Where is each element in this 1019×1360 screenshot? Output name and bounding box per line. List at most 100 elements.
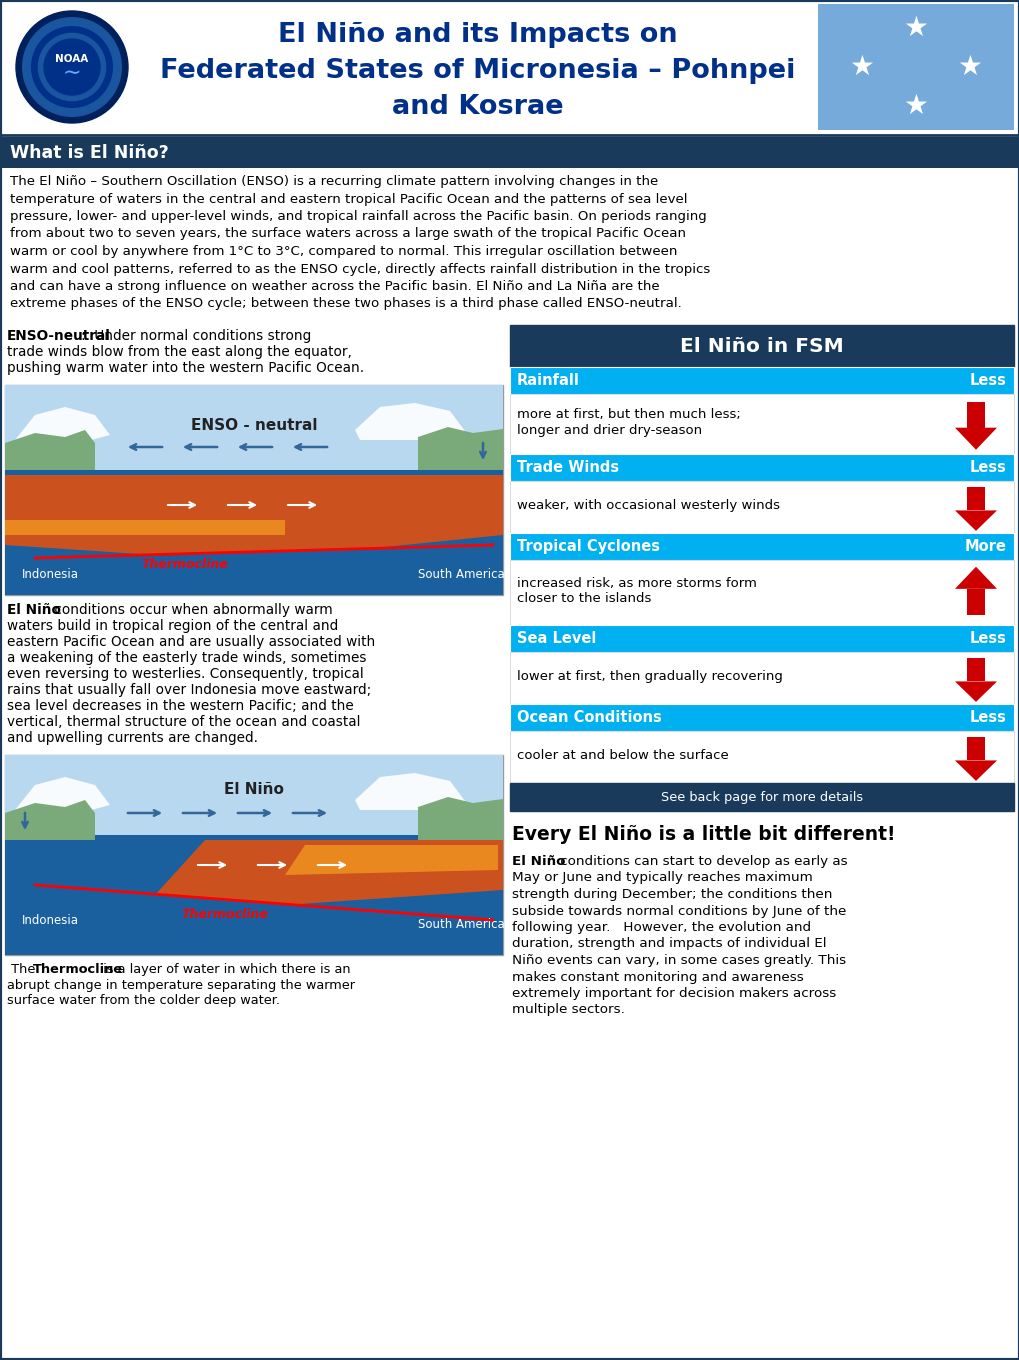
FancyBboxPatch shape [510,783,1013,811]
FancyBboxPatch shape [510,626,1013,651]
Text: Tropical Cyclones: Tropical Cyclones [517,539,659,554]
Polygon shape [954,760,996,781]
Text: Less: Less [969,373,1006,388]
Text: conditions occur when abnormally warm: conditions occur when abnormally warm [50,602,333,617]
Text: Indonesia: Indonesia [21,914,78,926]
Text: ENSO-neutral: ENSO-neutral [7,329,111,343]
Text: strength during December; the conditions then: strength during December; the conditions… [512,888,832,900]
FancyBboxPatch shape [510,394,1013,454]
Text: El Niño in FSM: El Niño in FSM [680,336,843,355]
Text: pressure, lower- and upper-level winds, and tropical rainfall across the Pacific: pressure, lower- and upper-level winds, … [10,209,706,223]
Text: Less: Less [969,710,1006,725]
Text: sea level decreases in the western Pacific; and the: sea level decreases in the western Pacif… [7,699,354,713]
Polygon shape [966,487,984,510]
FancyBboxPatch shape [5,755,502,955]
Text: duration, strength and impacts of individual El: duration, strength and impacts of indivi… [512,937,825,951]
Text: ★: ★ [903,14,927,42]
Text: waters build in tropical region of the central and: waters build in tropical region of the c… [7,619,338,632]
Polygon shape [966,737,984,760]
Text: and Kosrae: and Kosrae [391,94,564,120]
Text: trade winds blow from the east along the equator,: trade winds blow from the east along the… [7,345,352,359]
FancyBboxPatch shape [510,325,1013,367]
Polygon shape [15,407,110,443]
Polygon shape [954,567,996,589]
Text: Thermocline: Thermocline [181,908,268,922]
Text: cooler at and below the surface: cooler at and below the surface [517,749,728,762]
Text: warm or cool by anywhere from 1°C to 3°C, compared to normal. This irregular osc: warm or cool by anywhere from 1°C to 3°C… [10,245,677,258]
Text: The: The [7,963,40,976]
Polygon shape [5,430,95,471]
Text: El Niño and its Impacts on: El Niño and its Impacts on [278,22,678,48]
Text: ★: ★ [849,53,873,82]
FancyBboxPatch shape [0,137,1019,169]
Text: Ocean Conditions: Ocean Conditions [517,710,661,725]
FancyBboxPatch shape [510,732,1013,783]
Text: increased risk, as more storms form: increased risk, as more storms form [517,577,756,589]
Polygon shape [355,772,465,811]
Polygon shape [954,510,996,530]
Polygon shape [5,475,502,555]
Text: ★: ★ [957,53,981,82]
Text: warm and cool patterns, referred to as the ENSO cycle, directly affects rainfall: warm and cool patterns, referred to as t… [10,262,709,276]
Circle shape [16,11,127,122]
Polygon shape [954,681,996,702]
Text: Indonesia: Indonesia [21,568,78,582]
Text: extreme phases of the ENSO cycle; between these two phases is a third phase call: extreme phases of the ENSO cycle; betwee… [10,298,682,310]
Text: eastern Pacific Ocean and are usually associated with: eastern Pacific Ocean and are usually as… [7,635,375,649]
Text: and can have a strong influence on weather across the Pacific basin. El Niño and: and can have a strong influence on weath… [10,280,659,292]
Text: NOAA: NOAA [55,54,89,64]
Text: Every El Niño is a little bit different!: Every El Niño is a little bit different! [512,826,895,845]
Text: lower at first, then gradually recovering: lower at first, then gradually recoverin… [517,670,783,683]
Text: Rainfall: Rainfall [517,373,580,388]
Text: Federated States of Micronesia – Pohnpei: Federated States of Micronesia – Pohnpei [160,58,795,84]
Polygon shape [418,427,502,471]
Text: See back page for more details: See back page for more details [660,790,862,804]
Polygon shape [284,845,497,874]
Polygon shape [966,403,984,427]
Text: May or June and typically reaches maximum: May or June and typically reaches maximu… [512,872,812,884]
FancyBboxPatch shape [510,454,1013,481]
Text: vertical, thermal structure of the ocean and coastal: vertical, thermal structure of the ocean… [7,715,360,729]
FancyBboxPatch shape [5,755,502,835]
Text: ★: ★ [903,92,927,120]
Text: More: More [964,539,1006,554]
Text: El Niño: El Niño [224,782,283,797]
Text: is a layer of water in which there is an: is a layer of water in which there is an [99,963,351,976]
Text: from about two to seven years, the surface waters across a large swath of the tr: from about two to seven years, the surfa… [10,227,686,241]
Text: more at first, but then much less;: more at first, but then much less; [517,408,740,422]
Polygon shape [966,657,984,681]
Text: Thermocline: Thermocline [33,963,123,976]
Text: What is El Niño?: What is El Niño? [10,144,168,162]
FancyBboxPatch shape [817,4,1013,131]
FancyBboxPatch shape [510,481,1013,533]
Text: multiple sectors.: multiple sectors. [512,1004,625,1016]
Polygon shape [155,840,502,904]
Text: Sea Level: Sea Level [517,631,596,646]
FancyBboxPatch shape [0,0,1019,135]
Text: extremely important for decision makers across: extremely important for decision makers … [512,987,836,1000]
FancyBboxPatch shape [510,704,1013,732]
Text: closer to the islands: closer to the islands [517,593,651,605]
Circle shape [39,34,106,101]
Polygon shape [966,589,984,615]
Text: a weakening of the easterly trade winds, sometimes: a weakening of the easterly trade winds,… [7,651,366,665]
FancyBboxPatch shape [510,533,1013,560]
FancyBboxPatch shape [5,385,502,471]
Text: Less: Less [969,631,1006,646]
Text: El Niño: El Niño [512,855,565,868]
Text: Niño events can vary, in some cases greatly. This: Niño events can vary, in some cases grea… [512,953,846,967]
Text: ∼: ∼ [62,63,82,83]
Polygon shape [15,777,110,813]
Text: ENSO - neutral: ENSO - neutral [191,418,317,432]
Text: pushing warm water into the western Pacific Ocean.: pushing warm water into the western Paci… [7,360,364,375]
FancyBboxPatch shape [510,367,1013,394]
FancyBboxPatch shape [510,651,1013,704]
Circle shape [44,39,100,95]
Polygon shape [954,427,996,450]
Polygon shape [418,797,502,840]
Text: abrupt change in temperature separating the warmer: abrupt change in temperature separating … [7,978,355,991]
Polygon shape [5,520,284,534]
Circle shape [32,27,112,107]
Text: weaker, with occasional westerly winds: weaker, with occasional westerly winds [517,499,780,511]
Text: South America: South America [417,918,503,932]
